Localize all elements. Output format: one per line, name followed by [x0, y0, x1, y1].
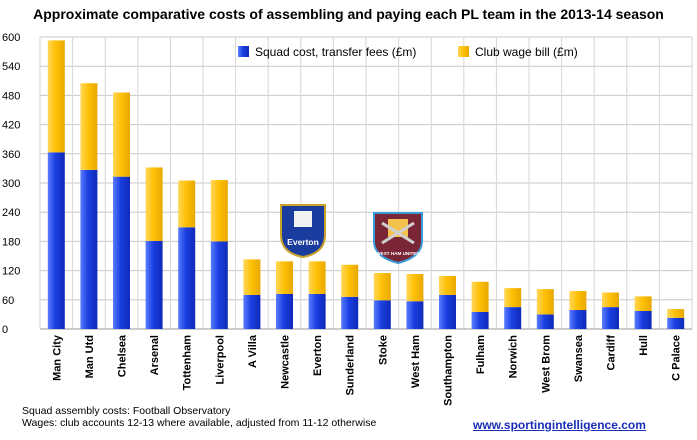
x-tick-label: A Villa: [247, 334, 259, 368]
bar-squad-cost: [439, 294, 456, 329]
bar-wage-bill: [243, 259, 261, 295]
x-tick-label: Swansea: [573, 334, 585, 382]
source-line-wages: Wages: club accounts 12-13 where availab…: [22, 417, 377, 429]
bar-wage-bill: [504, 288, 522, 308]
crest-text: WEST HAM UNITED: [376, 251, 420, 256]
x-tick-label: Man City: [51, 334, 63, 381]
crest-tower: [294, 211, 312, 227]
bar-wage-bill: [145, 167, 163, 241]
bar-squad-cost: [471, 311, 489, 329]
x-tick-label: Arsenal: [149, 335, 161, 375]
west-ham-crest-logo: WEST HAM UNITED: [373, 212, 423, 265]
x-tick-label: Newcastle: [280, 335, 292, 389]
crest-text: Everton: [287, 237, 319, 247]
bar-wage-bill: [276, 261, 293, 294]
bar-squad-cost: [243, 294, 261, 329]
bar-squad-cost: [602, 307, 619, 329]
y-tick-label: 360: [2, 149, 20, 161]
legend-label: Squad cost, transfer fees (£m): [255, 45, 416, 59]
bar-squad-cost: [634, 310, 652, 329]
bar-squad-cost: [47, 152, 65, 329]
y-tick-label: 180: [2, 236, 20, 248]
x-tick-label: Fulham: [475, 335, 487, 374]
bar-wage-bill: [47, 40, 65, 153]
bar-squad-cost: [569, 310, 587, 329]
bar-wage-bill: [667, 309, 685, 318]
x-tick-label: Sunderland: [345, 335, 357, 396]
source-note: Squad assembly costs: Football Observato…: [22, 405, 376, 429]
x-tick-label: C Palace: [671, 335, 683, 381]
bar-wage-bill: [406, 274, 424, 302]
x-tick-label: Chelsea: [117, 334, 129, 377]
y-tick-label: 420: [2, 120, 20, 132]
chart-title: Approximate comparative costs of assembl…: [33, 6, 664, 22]
legend-swatch: [458, 46, 469, 57]
bar-squad-cost: [341, 296, 359, 329]
y-tick-label: 480: [2, 90, 20, 102]
bar-wage-bill: [373, 273, 391, 301]
bar-wage-bill: [308, 261, 326, 294]
bar-squad-cost: [210, 241, 228, 329]
x-tick-label: Stoke: [377, 335, 389, 365]
bar-squad-cost: [667, 317, 685, 329]
bar-wage-bill: [569, 291, 587, 311]
x-tick-label: Liverpool: [214, 335, 226, 385]
y-tick-label: 600: [2, 32, 20, 44]
y-tick-label: 540: [2, 61, 20, 73]
y-tick-label: 0: [2, 324, 8, 336]
bar-squad-cost: [178, 227, 196, 329]
bar-squad-cost: [504, 307, 522, 329]
bar-wage-bill: [178, 180, 196, 228]
website-link[interactable]: www.sportingintelligence.com: [473, 418, 646, 432]
legend-swatch: [238, 46, 249, 57]
crest-shield: [280, 204, 326, 259]
x-tick-label: Hull: [638, 335, 650, 356]
source-line-squad: Squad assembly costs: Football Observato…: [22, 405, 231, 417]
bar-wage-bill: [439, 275, 456, 295]
bar-squad-cost: [406, 301, 424, 329]
bar-wage-bill: [602, 292, 619, 308]
x-tick-label: Everton: [312, 335, 324, 376]
bar-wage-bill: [341, 264, 359, 297]
x-tick-label: Southampton: [443, 335, 455, 406]
bar-squad-cost: [308, 293, 326, 329]
y-tick-label: 60: [2, 295, 14, 307]
bar-squad-cost: [276, 293, 293, 329]
crest-hammer: [381, 221, 415, 245]
x-tick-label: Tottenham: [182, 335, 194, 391]
bar-wage-bill: [113, 92, 130, 177]
bar-squad-cost: [80, 169, 98, 329]
bar-squad-cost: [113, 176, 130, 329]
x-tick-label: West Ham: [410, 335, 422, 388]
bar-wage-bill: [471, 281, 489, 312]
x-tick-label: West Brom: [540, 335, 552, 393]
crest-castle: [388, 219, 408, 237]
y-tick-label: 300: [2, 178, 20, 190]
y-tick-label: 120: [2, 266, 20, 278]
x-tick-label: Man Utd: [84, 335, 96, 378]
legend-label: Club wage bill (£m): [475, 45, 578, 59]
bar-wage-bill: [80, 83, 98, 170]
y-tick-label: 240: [2, 207, 20, 219]
bar-wage-bill: [536, 289, 554, 315]
everton-crest-logo: Everton: [280, 204, 326, 259]
x-tick-label: Norwich: [508, 335, 520, 379]
bar-wage-bill: [210, 180, 228, 242]
bar-wage-bill: [634, 296, 652, 311]
bar-squad-cost: [536, 314, 554, 329]
x-tick-label: Cardiff: [606, 335, 618, 371]
bar-squad-cost: [145, 240, 163, 329]
bar-squad-cost: [373, 300, 391, 329]
